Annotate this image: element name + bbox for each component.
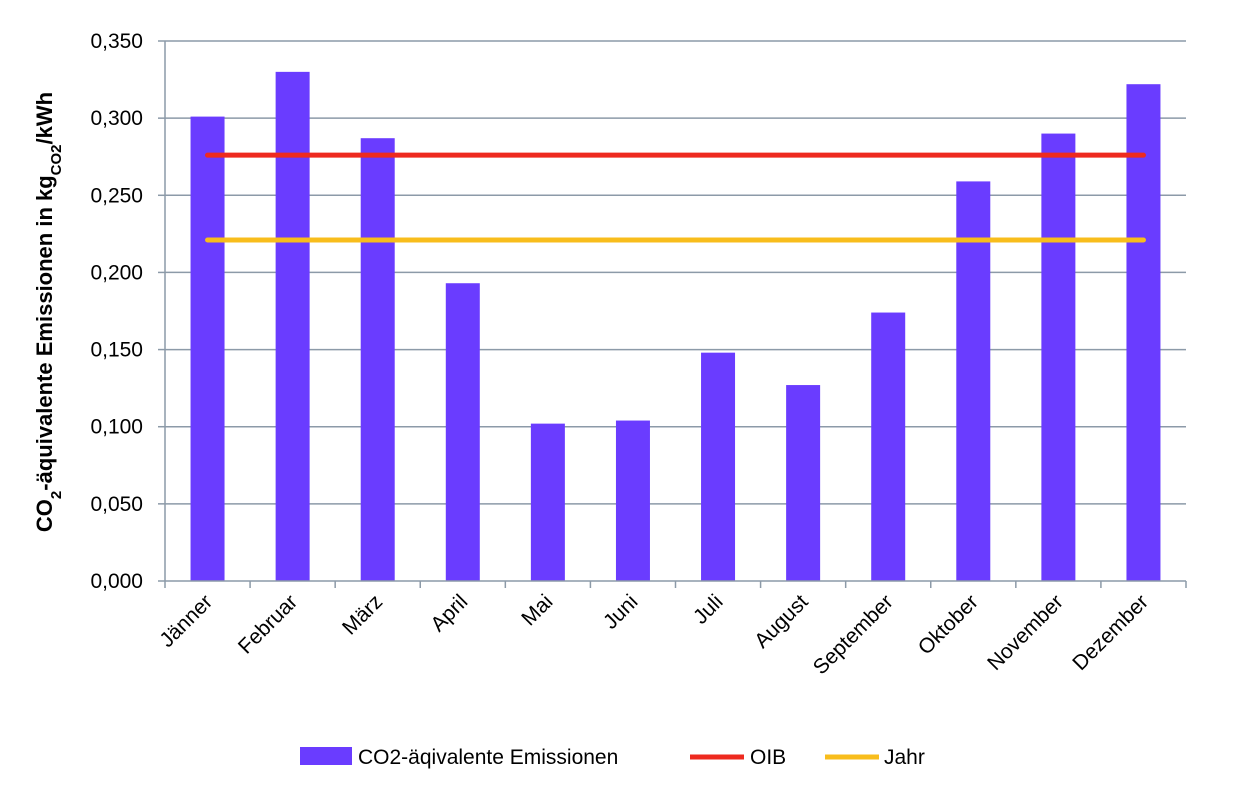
y-tick-label: 0,200 [90, 261, 143, 284]
y-tick-label: 0,150 [90, 339, 143, 362]
bar [1041, 133, 1076, 582]
x-tick-label: Juni [599, 590, 643, 634]
legend-label-jahr: Jahr [884, 746, 925, 769]
legend: CO2-äqivalente Emissionen OIB Jahr [300, 746, 925, 769]
x-tick-label: Februar [234, 590, 302, 658]
y-tick-label: 0,050 [90, 493, 143, 516]
bar [360, 138, 395, 581]
legend-swatch-bar [300, 747, 352, 765]
legend-label-oib: OIB [750, 746, 786, 769]
x-axis-ticks: Jänner Februar März April Mai Juni Juli AugustS… [155, 581, 1187, 679]
reference-lines [205, 152, 1146, 243]
x-tick-label: Oktober [914, 590, 983, 659]
x-tick-label: April [426, 590, 472, 636]
x-tick-label: Mai [517, 590, 557, 630]
y-tick-label: 0,250 [90, 184, 143, 207]
legend-label-emissions: CO2-äqivalente Emissionen [358, 746, 618, 769]
x-tick-label: November [983, 590, 1068, 675]
x-tick-label: September [809, 590, 898, 679]
y-tick-label: 0,100 [90, 416, 143, 439]
bar [1126, 84, 1161, 581]
y-tick-label: 0,000 [90, 570, 143, 593]
bar [275, 71, 310, 581]
bar-series [190, 71, 1161, 582]
y-tick-label: 0,350 [90, 30, 143, 53]
bar [956, 181, 991, 581]
x-tick-label: März [338, 590, 387, 639]
gridlines [165, 40, 1186, 505]
bar [530, 423, 565, 581]
x-tick-label: Dezember [1068, 590, 1153, 675]
y-axis-ticks: 0,000 0,050 0,100 0,150 0,200 0,250 0,300 0,350 [90, 30, 165, 593]
y-axis-label: CO2-äquivalente Emissionen in kgCO2/kWh [32, 92, 65, 532]
y-tick-label: 0,300 [90, 107, 143, 130]
x-tick-label: August [750, 590, 813, 653]
axes [164, 41, 1186, 582]
x-tick-label: Juli [689, 590, 728, 629]
bar [871, 312, 906, 581]
x-tick-label: Jänner [155, 590, 217, 652]
bar [190, 116, 225, 581]
bar [615, 420, 650, 581]
bar [701, 352, 736, 581]
bar [786, 385, 821, 581]
bar [445, 283, 480, 581]
